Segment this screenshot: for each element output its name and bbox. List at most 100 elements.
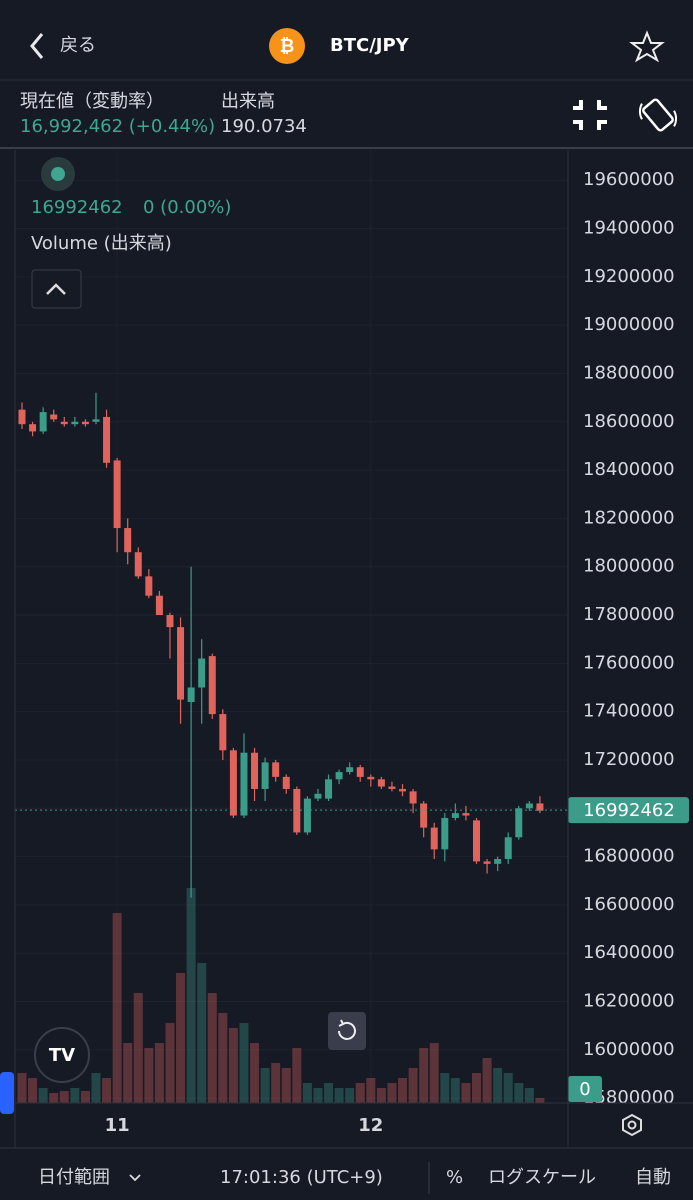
y-tick-label: 17400000	[583, 701, 675, 722]
chevron-up	[46, 283, 66, 295]
candle-body	[399, 788, 407, 792]
candle-body	[494, 859, 502, 864]
volume-bar	[38, 1088, 48, 1103]
date-range-chevron	[129, 1174, 141, 1182]
auto-button[interactable]: 自動	[635, 1167, 671, 1188]
volume-bar	[17, 1073, 27, 1103]
volume-bar	[514, 1083, 524, 1103]
clock[interactable]: 17:01:36 (UTC+9)	[220, 1167, 383, 1188]
volume-bar	[440, 1073, 450, 1103]
last-volume-label: 0	[579, 1079, 590, 1100]
candle-body	[261, 762, 269, 789]
y-tick-label: 16200000	[583, 991, 675, 1012]
last-volume-badge	[568, 1076, 602, 1102]
y-tick-label: 16600000	[583, 894, 675, 915]
candle-body	[388, 786, 396, 789]
candle-body	[29, 424, 37, 432]
volume-bar	[493, 1068, 503, 1103]
volume-bar	[461, 1083, 471, 1103]
candle-body	[293, 788, 301, 833]
back-button[interactable]: 戻る	[60, 35, 96, 56]
volume-bar	[197, 963, 207, 1103]
last-price-badge	[568, 797, 689, 824]
candle-body	[282, 776, 290, 789]
x-tick-label: 12	[358, 1115, 383, 1136]
candle-body	[134, 552, 142, 577]
candle-body	[71, 421, 79, 425]
candle-body	[303, 798, 311, 833]
candle-body	[166, 615, 174, 628]
legend-volume: Volume (出来高)	[31, 233, 172, 254]
y-tick-label: 16400000	[583, 942, 675, 963]
volume-bar	[334, 1088, 344, 1103]
volume-bar	[387, 1083, 397, 1103]
volume-bar	[144, 1048, 154, 1103]
volume-bar	[524, 1088, 534, 1103]
price-value: 16,992,462 (+0.44%)	[20, 116, 215, 137]
reset-icon	[338, 1019, 356, 1040]
candle-body	[124, 528, 132, 553]
volume-bar	[133, 993, 143, 1103]
y-tick-label: 18200000	[583, 507, 675, 528]
candle-body	[441, 817, 449, 850]
volume-bar	[535, 1098, 545, 1103]
y-tick-label: 16800000	[583, 846, 675, 867]
candle-body	[81, 421, 89, 425]
y-tick-label: 18600000	[583, 411, 675, 432]
volume-bar	[408, 1068, 418, 1103]
volume-bar	[281, 1068, 291, 1103]
volume-bar	[59, 1091, 69, 1103]
date-range-button[interactable]: 日付範囲	[38, 1167, 110, 1188]
volume-bar	[154, 1043, 164, 1103]
rotate-icon[interactable]	[634, 91, 681, 139]
volume-bar	[112, 913, 122, 1103]
y-tick-label: 19200000	[583, 266, 675, 287]
volume-bar	[207, 993, 217, 1103]
volume-bar	[324, 1083, 334, 1103]
y-tick-label: 19000000	[583, 314, 675, 335]
candle-body	[356, 767, 364, 777]
volume-bar	[271, 1063, 281, 1103]
volume-bar	[345, 1088, 355, 1103]
candle-body	[219, 714, 227, 751]
volume-bar	[239, 1023, 249, 1103]
legend-change: 0 (0.00%)	[143, 197, 231, 218]
reset-button[interactable]	[328, 1012, 366, 1050]
y-tick-label: 18000000	[583, 556, 675, 577]
candle-body	[92, 419, 100, 422]
btc-symbol: ₿	[280, 36, 295, 57]
volume-bar	[80, 1091, 90, 1103]
candle-body	[229, 750, 237, 816]
candle-body	[462, 813, 470, 816]
volume-bar	[49, 1093, 59, 1103]
percent-button[interactable]: %	[446, 1167, 463, 1188]
candle-body	[60, 421, 68, 425]
price-label: 現在値（変動率）	[20, 91, 164, 112]
side-tab[interactable]	[0, 1072, 14, 1114]
volume-bar	[186, 888, 196, 1103]
favorite-icon[interactable]	[629, 30, 665, 63]
candle-body	[39, 412, 47, 432]
tradingview-logo[interactable]	[34, 1027, 90, 1083]
candle-body	[420, 803, 428, 828]
volume-bar	[218, 1013, 228, 1103]
candle-body	[177, 627, 185, 700]
collapse-icon[interactable]	[573, 100, 607, 130]
collapse-legend-button[interactable]	[31, 269, 82, 309]
back-icon[interactable]	[30, 33, 44, 59]
settings-icon[interactable]	[622, 1113, 642, 1137]
candle-body	[50, 414, 58, 420]
volume-bar	[70, 1088, 80, 1103]
candle-body	[103, 416, 111, 463]
y-tick-label: 17200000	[583, 749, 675, 770]
log-scale-button[interactable]: ログスケール	[488, 1167, 596, 1188]
y-tick-label: 17600000	[583, 652, 675, 673]
candle-body	[145, 576, 153, 596]
candle-body	[483, 861, 491, 864]
candle-body	[473, 820, 481, 862]
volume-bar	[165, 1023, 175, 1103]
candle-body	[525, 803, 533, 809]
candle-body	[113, 460, 121, 529]
